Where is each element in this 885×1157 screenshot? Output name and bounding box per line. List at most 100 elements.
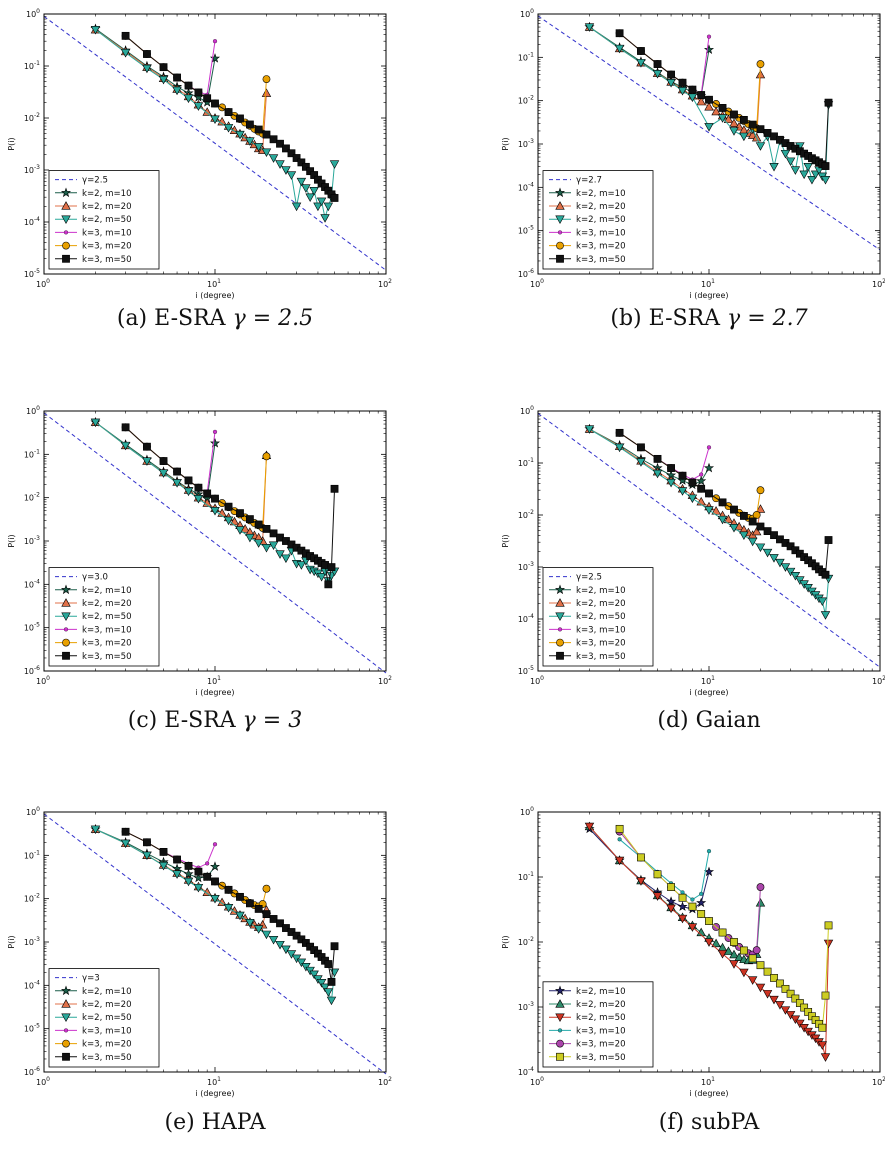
legend-marker — [60, 584, 72, 595]
data-point — [748, 954, 757, 963]
x-axis-label: i (degree) — [689, 688, 728, 697]
data-point — [143, 442, 151, 451]
data-point — [121, 31, 130, 40]
data-point — [120, 49, 131, 58]
data-point — [730, 110, 738, 119]
x-tick-label: 102 — [872, 675, 885, 686]
data-layer — [43, 15, 387, 271]
caption-text: (e) HAPA — [164, 1110, 266, 1135]
x-tick-label: 100 — [530, 278, 544, 289]
data-point — [678, 893, 687, 902]
chart-a: 100 101 102 10-5 10-4 10-3 10-2 10-1 100 i (degre… — [7, 8, 392, 300]
data-point — [795, 999, 804, 1007]
data-point — [90, 25, 101, 35]
data-point — [262, 75, 271, 83]
y-tick-label: 10-2 — [24, 492, 40, 503]
legend-marker — [63, 627, 69, 632]
data-point — [751, 526, 762, 536]
data-point — [785, 1011, 796, 1020]
data-point — [817, 597, 828, 607]
data-point — [316, 573, 327, 582]
data-point — [184, 476, 193, 485]
data-point — [202, 498, 212, 507]
data-point — [253, 539, 264, 548]
data-point — [297, 158, 306, 167]
legend-label: k=2, m=50 — [576, 215, 626, 225]
data-point — [704, 506, 714, 515]
data-point — [142, 64, 152, 74]
data-point — [224, 108, 233, 116]
data-point — [262, 130, 271, 139]
data-point — [780, 149, 791, 159]
data-point — [184, 81, 193, 90]
data-point — [291, 202, 302, 212]
data-point — [821, 991, 830, 1000]
data-point — [755, 543, 766, 553]
data-point — [184, 862, 193, 870]
chart-panel-e: 100 101 102 10-6 10-5 10-4 10-3 10-2 10-1 100 i (d… — [0, 806, 392, 1106]
data-point — [121, 827, 130, 836]
legend-marker — [62, 638, 70, 647]
data-point — [653, 60, 662, 68]
x-tick-label: 102 — [872, 1076, 885, 1087]
data-point — [287, 149, 296, 158]
plot-frame — [537, 811, 881, 1073]
data-point — [584, 425, 595, 434]
legend-label: γ=3.0 — [82, 573, 108, 583]
data-point — [711, 106, 721, 116]
data-point — [786, 989, 795, 998]
data-point — [324, 580, 333, 589]
data-point — [803, 162, 813, 172]
data-point — [755, 898, 766, 907]
data-point — [677, 901, 688, 911]
data-point — [817, 1041, 828, 1050]
data-point — [614, 856, 625, 866]
data-point — [309, 187, 319, 196]
data-point — [739, 132, 749, 142]
legend-label: k=3, m=10 — [82, 228, 132, 238]
data-point — [194, 867, 203, 876]
data-point — [615, 824, 624, 833]
x-axis-label: i (degree) — [689, 1089, 728, 1098]
y-tick-label: 10-3 — [518, 138, 534, 149]
data-point — [324, 960, 333, 968]
data-point — [224, 502, 233, 511]
legend-label: k=2, m=50 — [82, 215, 132, 225]
legend-marker — [554, 187, 566, 198]
data-point — [790, 1015, 801, 1024]
caption-text: (f) subPA — [658, 1110, 760, 1135]
y-tick-label: 10-4 — [24, 578, 40, 589]
y-tick-label: 100 — [26, 8, 40, 19]
y-tick-label: 10-1 — [24, 60, 40, 71]
data-point — [275, 160, 285, 169]
legend-label: k=3, m=50 — [82, 1053, 132, 1063]
x-tick-label: 101 — [207, 675, 221, 686]
chart-panel-d: 100 101 102 10-5 10-4 10-3 10-2 10-1 100 i (degre… — [494, 405, 885, 705]
data-point — [776, 979, 784, 988]
legend: γ=2.5 k=2, m=10 k=2, m=20 k=2, m=50 k=3, m=1… — [542, 567, 654, 667]
data-point — [313, 202, 323, 212]
data-point — [734, 952, 744, 962]
data-point — [729, 960, 739, 969]
data-point — [739, 968, 749, 978]
data-point — [205, 861, 210, 866]
data-point — [321, 561, 329, 569]
data-point — [296, 177, 307, 187]
legend-label: k=3, m=10 — [576, 625, 626, 635]
y-tick-label: 10-2 — [518, 509, 534, 520]
y-tick-label: 10-6 — [518, 268, 534, 279]
data-point — [677, 87, 688, 96]
data-point — [269, 915, 278, 923]
data-point — [790, 572, 801, 581]
legend-marker — [555, 598, 565, 607]
data-point — [756, 486, 765, 495]
data-point — [203, 872, 212, 881]
x-tick-label: 102 — [378, 675, 392, 686]
data-point — [235, 130, 245, 140]
data-point — [717, 950, 728, 959]
data-point — [711, 506, 721, 515]
data-point — [172, 479, 182, 488]
data-point — [203, 489, 212, 498]
data-point — [756, 125, 765, 134]
data-point — [194, 88, 203, 97]
